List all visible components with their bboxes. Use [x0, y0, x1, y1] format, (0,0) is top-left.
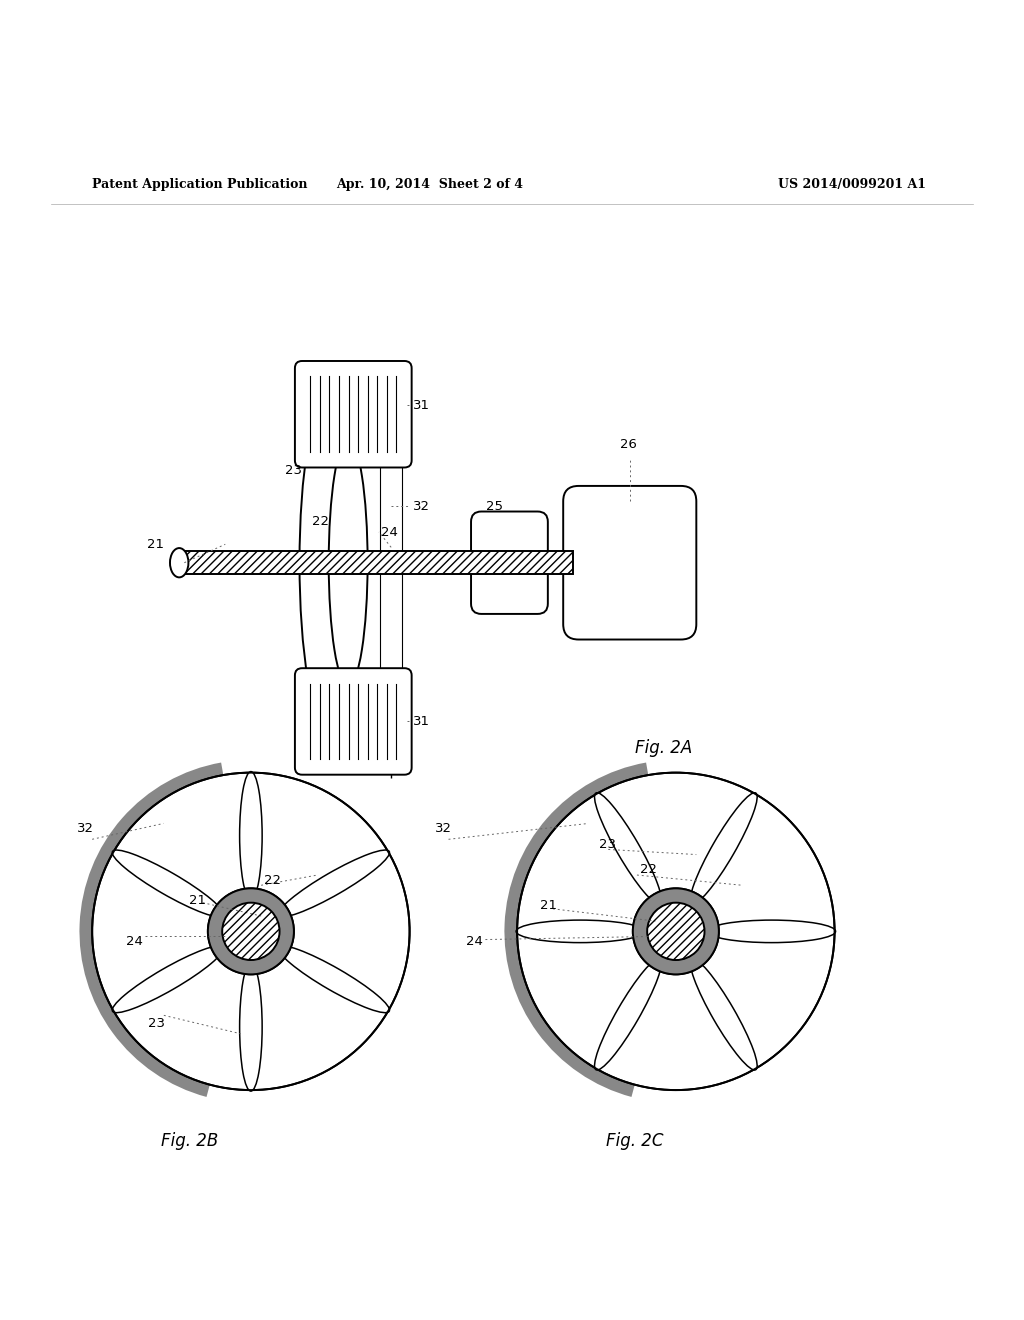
Ellipse shape — [595, 958, 662, 1071]
Ellipse shape — [240, 772, 262, 900]
Ellipse shape — [690, 793, 757, 904]
Text: 25: 25 — [486, 500, 504, 513]
Circle shape — [222, 903, 280, 960]
Text: 23: 23 — [148, 1016, 166, 1030]
Text: Fig. 2B: Fig. 2B — [161, 1133, 218, 1151]
Ellipse shape — [113, 945, 223, 1012]
FancyBboxPatch shape — [471, 512, 548, 614]
Text: 31: 31 — [413, 715, 430, 727]
Ellipse shape — [240, 964, 262, 1092]
Text: 31: 31 — [413, 399, 430, 412]
FancyBboxPatch shape — [295, 668, 412, 775]
Circle shape — [517, 772, 835, 1090]
Bar — [380, 461, 402, 767]
Ellipse shape — [279, 945, 389, 1012]
Text: US 2014/0099201 A1: US 2014/0099201 A1 — [778, 178, 927, 191]
Text: 22: 22 — [640, 863, 657, 876]
Ellipse shape — [113, 850, 223, 917]
Circle shape — [208, 888, 294, 974]
FancyBboxPatch shape — [563, 486, 696, 639]
Circle shape — [647, 903, 705, 960]
Ellipse shape — [595, 793, 662, 904]
Text: 23: 23 — [285, 465, 302, 477]
Wedge shape — [80, 763, 229, 1097]
Circle shape — [222, 903, 280, 960]
FancyBboxPatch shape — [295, 360, 412, 467]
Circle shape — [92, 772, 410, 1090]
Text: Patent Application Publication: Patent Application Publication — [92, 178, 307, 191]
Text: 21: 21 — [146, 537, 164, 550]
Bar — [179, 552, 573, 574]
Text: Fig. 2C: Fig. 2C — [606, 1133, 664, 1151]
Text: 23: 23 — [599, 838, 616, 851]
Circle shape — [647, 903, 705, 960]
Text: 22: 22 — [264, 874, 282, 887]
Wedge shape — [505, 763, 654, 1097]
Text: 24: 24 — [127, 935, 143, 948]
Text: 24: 24 — [381, 525, 397, 539]
Circle shape — [633, 888, 719, 974]
Text: 24: 24 — [467, 935, 483, 948]
Text: 26: 26 — [620, 438, 636, 451]
Text: Apr. 10, 2014  Sheet 2 of 4: Apr. 10, 2014 Sheet 2 of 4 — [337, 178, 523, 191]
Bar — [179, 552, 573, 574]
Ellipse shape — [279, 850, 389, 917]
Text: 32: 32 — [77, 821, 94, 834]
Text: 22: 22 — [312, 515, 330, 528]
Ellipse shape — [516, 920, 644, 942]
Ellipse shape — [170, 548, 188, 577]
Circle shape — [208, 888, 294, 974]
Text: 32: 32 — [413, 500, 430, 513]
Ellipse shape — [690, 958, 757, 1071]
Circle shape — [633, 888, 719, 974]
Ellipse shape — [708, 920, 836, 942]
Text: Fig. 2A: Fig. 2A — [635, 739, 692, 758]
Text: 32: 32 — [435, 821, 453, 834]
Text: 21: 21 — [189, 894, 207, 907]
Ellipse shape — [299, 399, 356, 726]
Ellipse shape — [329, 440, 368, 685]
Text: 21: 21 — [540, 899, 557, 912]
